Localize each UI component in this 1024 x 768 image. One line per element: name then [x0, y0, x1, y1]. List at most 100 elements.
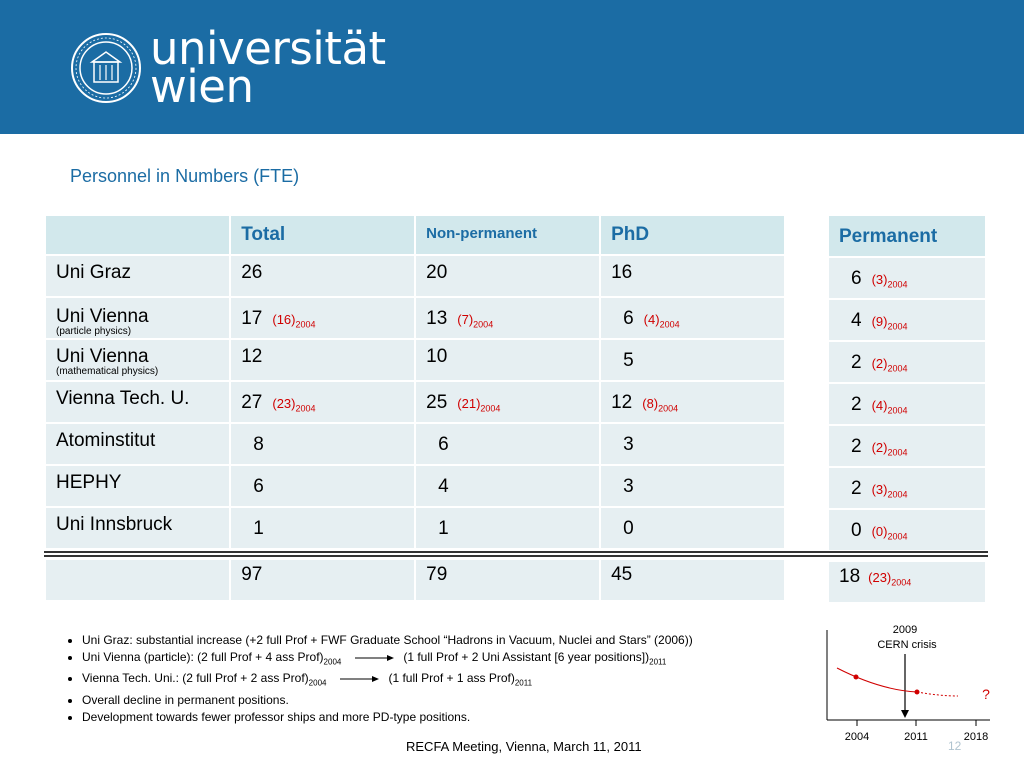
nonperm-cell: 4 — [414, 464, 602, 508]
header-blank-cell — [43, 214, 232, 256]
totals-blank-cell — [43, 558, 232, 602]
phd-cell: 16 — [599, 254, 786, 298]
list-item: Vienna Tech. Uni.: (2 full Prof + 2 ass … — [82, 670, 842, 691]
permanent-value: 6 — [851, 268, 862, 289]
totals-nonperm: 79 — [414, 558, 602, 602]
institution-subtitle: (particle physics) — [56, 326, 132, 337]
institution-name: Uni Vienna (particle physics) — [43, 296, 232, 340]
permanent-table: Permanent 6 (3)2004 4 (9)2004 2 (2)2004 2 (4… — [827, 214, 987, 604]
table-row: Uni Vienna (particle physics) 17 (16)2004 … — [43, 296, 786, 340]
double-rule-top — [44, 551, 988, 553]
permanent-prev-value: (2)2004 — [871, 356, 908, 374]
trend-curve — [836, 667, 918, 693]
institution-name: Uni Graz — [43, 254, 232, 298]
annotation-text: CERN crisis — [877, 639, 937, 651]
annotation-year: 2009 — [893, 624, 917, 636]
question-mark: ? — [982, 686, 990, 702]
permanent-value: 2 — [851, 478, 862, 499]
permanent-row: 2 (4)2004 — [827, 382, 987, 426]
nonperm-cell: 13 (7)2004 — [414, 296, 602, 340]
permanent-prev-value: (3)2004 — [871, 482, 908, 500]
nonperm-prev-value: (21)2004 — [457, 396, 501, 414]
header-permanent: Permanent — [827, 214, 987, 258]
logo-line-2: wien — [150, 60, 254, 113]
phd-cell: 5 — [599, 338, 786, 382]
x-tick-label: 2004 — [845, 731, 869, 743]
table-row: HEPHY 6 4 3 — [43, 464, 786, 508]
total-cell: 1 — [229, 506, 417, 550]
page-number: 12 — [948, 739, 962, 753]
annotation-arrowhead — [901, 710, 909, 718]
institution-name: HEPHY — [43, 464, 232, 508]
total-prev-value: (23)2004 — [272, 396, 316, 414]
x-tick-label: 2011 — [904, 731, 928, 743]
permanent-total-value: 18 — [839, 566, 861, 587]
slide-title: Personnel in Numbers (FTE) — [70, 166, 300, 186]
total-cell: 27 (23)2004 — [229, 380, 417, 424]
phd-cell: 6 (4)2004 — [599, 296, 786, 340]
notes-list: Uni Graz: substantial increase (+2 full … — [62, 632, 842, 726]
permanent-prev-value: (2)2004 — [871, 440, 908, 458]
table-row: Vienna Tech. U. 27 (23)2004 25 (21)2004 12… — [43, 380, 786, 424]
phd-prev-value: (8)2004 — [642, 396, 679, 414]
total-cell: 17 (16)2004 — [229, 296, 417, 340]
nonperm-cell: 25 (21)2004 — [414, 380, 602, 424]
institution-name: Vienna Tech. U. — [43, 380, 232, 424]
table-row: Uni Vienna (mathematical physics) 12 10 5 — [43, 338, 786, 382]
logo-line-1: universität — [150, 22, 386, 75]
permanent-prev-value: (9)2004 — [871, 314, 908, 332]
header-total: Total — [229, 214, 417, 256]
table-row: Atominstitut 8 6 3 — [43, 422, 786, 466]
header-banner: universität wien — [0, 0, 1024, 134]
footer-text: RECFA Meeting, Vienna, March 11, 2011 — [406, 739, 642, 754]
institution-name: Uni Vienna (mathematical physics) — [43, 338, 232, 382]
total-cell: 26 — [229, 254, 417, 298]
list-item: Uni Graz: substantial increase (+2 full … — [82, 632, 842, 649]
list-item: Uni Vienna (particle): (2 full Prof + 4 … — [82, 649, 842, 670]
right-arrow-icon — [340, 676, 380, 683]
totals-row: 97 79 45 — [43, 558, 786, 602]
permanent-prev-value: (0)2004 — [871, 524, 908, 542]
permanent-prev-value: (3)2004 — [871, 272, 908, 290]
right-arrow-icon — [355, 654, 395, 661]
institution-name: Atominstitut — [43, 422, 232, 466]
totals-total: 97 — [229, 558, 417, 602]
total-cell: 8 — [229, 422, 417, 466]
university-seal-icon — [71, 33, 141, 103]
permanent-row: 2 (3)2004 — [827, 466, 987, 510]
permanent-row: 6 (3)2004 — [827, 256, 987, 300]
permanent-value: 2 — [851, 352, 862, 373]
phd-prev-value: (4)2004 — [643, 312, 680, 330]
phd-cell: 0 — [599, 506, 786, 550]
permanent-row: 0 (0)2004 — [827, 508, 987, 552]
personnel-table: Total Non-permanent PhD Uni Graz 26 20 1… — [43, 214, 786, 602]
header-phd: PhD — [599, 214, 786, 256]
nonperm-cell: 6 — [414, 422, 602, 466]
phd-cell: 3 — [599, 464, 786, 508]
list-item: Overall decline in permanent positions. — [82, 692, 842, 709]
university-logo-text: universität wien — [150, 22, 386, 113]
total-prev-value: (16)2004 — [272, 312, 316, 330]
permanent-prev-value: (4)2004 — [871, 398, 908, 416]
header-non-permanent: Non-permanent — [414, 214, 602, 256]
permanent-row: 4 (9)2004 — [827, 298, 987, 342]
permanent-row: 2 (2)2004 — [827, 340, 987, 384]
total-cell: 6 — [229, 464, 417, 508]
list-item: Development towards fewer professor ship… — [82, 709, 842, 726]
data-point-2011 — [914, 689, 920, 695]
permanent-total-prev: (23)2004 — [868, 570, 912, 588]
totals-phd: 45 — [599, 558, 786, 602]
institution-subtitle: (mathematical physics) — [56, 366, 159, 377]
permanent-value: 0 — [851, 520, 862, 541]
trend-sketch: 2009 CERN crisis 2004 2011 2018 ? — [826, 624, 990, 743]
table-header-row: Total Non-permanent PhD — [43, 214, 786, 256]
permanent-value: 4 — [851, 310, 862, 331]
x-tick-label: 2018 — [964, 731, 988, 743]
permanent-value: 2 — [851, 436, 862, 457]
table-row: Uni Graz 26 20 16 — [43, 254, 786, 298]
total-cell: 12 — [229, 338, 417, 382]
nonperm-cell: 20 — [414, 254, 602, 298]
table-row: Uni Innsbruck 1 1 0 — [43, 506, 786, 550]
permanent-header-row: Permanent — [827, 214, 987, 258]
data-point-2004 — [853, 674, 859, 680]
